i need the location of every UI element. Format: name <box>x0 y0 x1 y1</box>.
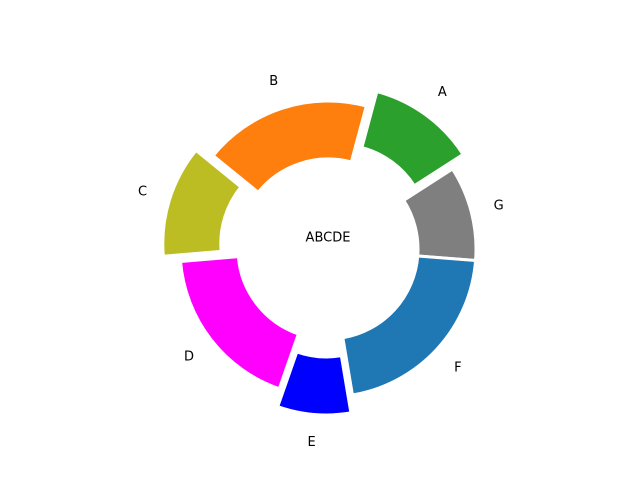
pie-slice-a <box>360 89 466 188</box>
pie-slice-c <box>161 148 244 258</box>
labels-layer: A G F E D C B <box>138 74 504 450</box>
pie-slice-b <box>211 99 369 195</box>
slice-label-e: E <box>307 435 315 450</box>
pie-slice-d <box>178 254 301 391</box>
slices-layer <box>161 89 478 417</box>
slice-label-c: C <box>138 184 147 199</box>
slice-label-g: G <box>494 198 504 213</box>
pie-slice-e <box>275 350 353 417</box>
slice-label-d: D <box>184 349 194 364</box>
slice-label-a: A <box>438 85 447 100</box>
slice-label-b: B <box>269 74 278 89</box>
slice-label-f: F <box>454 360 461 375</box>
pie-slice-f <box>341 254 478 397</box>
center-label: ABCDE <box>306 231 351 246</box>
